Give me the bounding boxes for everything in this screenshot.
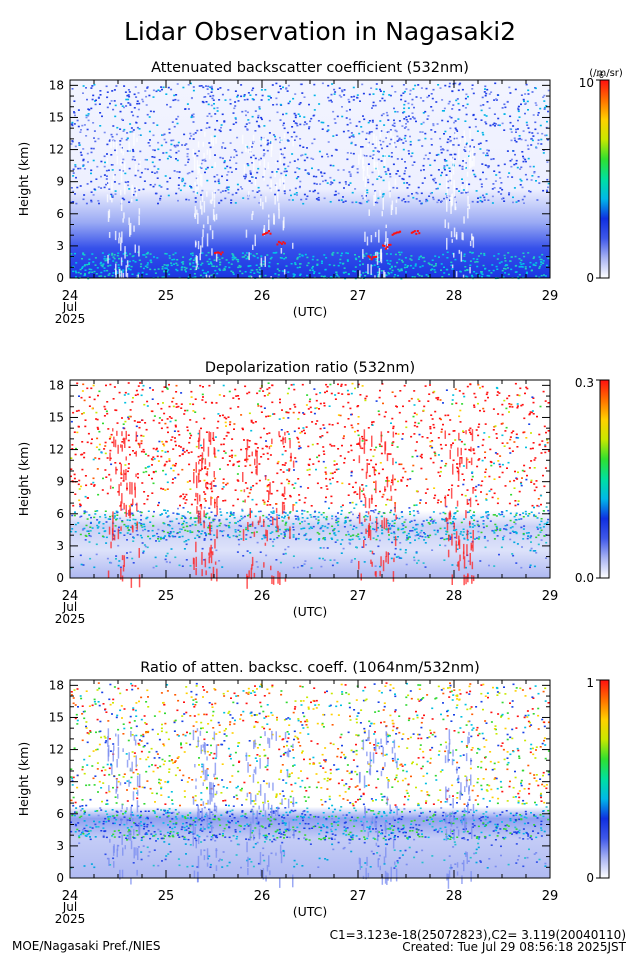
y-axis: 0 3 6 9 12 15 18 Height (km) xyxy=(16,378,550,585)
y-tick-label: 12 xyxy=(49,743,64,757)
colorbar-min-label: 0 xyxy=(586,271,594,285)
x-tick-label: 28 xyxy=(446,289,463,304)
x-tick-label: 24 xyxy=(62,589,79,604)
panel-title: Ratio of atten. backsc. coeff. (1064nm/5… xyxy=(140,660,480,676)
colorbar-strip xyxy=(599,79,610,279)
y-tick-label: 6 xyxy=(56,807,64,821)
colorbar: 10 xyxy=(586,676,610,885)
colorbar-strip xyxy=(599,679,610,879)
x-tick-label: 27 xyxy=(350,589,367,604)
colorbar: 10-6(/m/sr) 0 xyxy=(579,68,623,285)
x-tick-label: 24 xyxy=(62,289,79,304)
x-tick-label: 25 xyxy=(158,889,175,904)
colorbar-exponent: -6 xyxy=(596,71,604,80)
colorbar-min-label: 0.0 xyxy=(575,571,594,585)
x-axis-label: (UTC) xyxy=(293,304,328,319)
y-tick-label: 15 xyxy=(49,710,64,724)
y-axis: 0 3 6 9 12 15 18 Height (km) xyxy=(16,678,550,885)
panel-1: Attenuated backscatter coefficient (532n… xyxy=(16,60,623,326)
y-axis-label: Height (km) xyxy=(16,142,31,216)
colorbar-max-label: 10 xyxy=(579,76,594,90)
y-tick-label: 18 xyxy=(49,378,64,392)
panel-title: Attenuated backscatter coefficient (532n… xyxy=(151,60,469,76)
footer-calibration: C1=3.123e-18(25072823),C2= 3.119(2004011… xyxy=(330,928,626,942)
plot-area xyxy=(70,380,550,578)
y-tick-label: 15 xyxy=(49,410,64,424)
y-tick-label: 0 xyxy=(56,271,64,285)
footer-credit: MOE/Nagasaki Pref./NIES xyxy=(12,939,160,953)
colorbar-max-label: 0.3 xyxy=(575,376,594,390)
x-tick-label: 26 xyxy=(254,289,271,304)
x-tick-label: 27 xyxy=(350,289,367,304)
panel-title: Depolarization ratio (532nm) xyxy=(205,360,415,376)
panel-2: Depolarization ratio (532nm) 0 3 6 9 12 15 18 He… xyxy=(16,360,610,626)
x-tick-label: 25 xyxy=(158,589,175,604)
y-tick-label: 0 xyxy=(56,571,64,585)
x-tick-label: 29 xyxy=(542,889,559,904)
y-tick-label: 3 xyxy=(56,239,64,253)
y-tick-label: 3 xyxy=(56,839,64,853)
x-axis-label: (UTC) xyxy=(293,904,328,919)
x-year-label: 2025 xyxy=(55,912,86,926)
x-year-label: 2025 xyxy=(55,312,86,326)
y-tick-label: 6 xyxy=(56,507,64,521)
y-axis: 0 3 6 9 12 15 18 Height (km) xyxy=(16,78,550,285)
colorbar: 0.3 0.0 xyxy=(575,376,610,585)
figure-title: Lidar Observation in Nagasaki2 xyxy=(124,17,516,46)
signal-speckle xyxy=(70,382,550,589)
y-tick-label: 18 xyxy=(49,78,64,92)
y-tick-label: 9 xyxy=(56,175,64,189)
panel-3: Ratio of atten. backsc. coeff. (1064nm/5… xyxy=(16,660,610,926)
y-tick-label: 3 xyxy=(56,539,64,553)
colorbar-min-label: 0 xyxy=(586,871,594,885)
signal-speckle xyxy=(70,682,550,889)
y-tick-label: 0 xyxy=(56,871,64,885)
x-tick-label: 28 xyxy=(446,889,463,904)
y-tick-label: 12 xyxy=(49,143,64,157)
x-tick-label: 24 xyxy=(62,889,79,904)
x-tick-label: 29 xyxy=(542,589,559,604)
y-tick-label: 9 xyxy=(56,775,64,789)
y-tick-label: 15 xyxy=(49,110,64,124)
x-tick-label: 29 xyxy=(542,289,559,304)
colorbar-strip xyxy=(599,379,610,579)
plot-area xyxy=(70,80,550,278)
y-tick-label: 12 xyxy=(49,443,64,457)
x-tick-label: 26 xyxy=(254,889,271,904)
colorbar-max-label: 1 xyxy=(586,676,594,690)
y-tick-label: 6 xyxy=(56,207,64,221)
x-month-label: Jul xyxy=(62,300,77,314)
x-year-label: 2025 xyxy=(55,612,86,626)
y-tick-label: 18 xyxy=(49,678,64,692)
panels: Attenuated backscatter coefficient (532n… xyxy=(16,60,623,926)
x-tick-label: 28 xyxy=(446,589,463,604)
colorbar-unit: (/m/sr) xyxy=(589,68,623,79)
y-axis-label: Height (km) xyxy=(16,442,31,516)
y-tick-label: 9 xyxy=(56,475,64,489)
y-axis-label: Height (km) xyxy=(16,742,31,816)
x-axis-label: (UTC) xyxy=(293,604,328,619)
x-tick-label: 26 xyxy=(254,589,271,604)
x-month-label: Jul xyxy=(62,900,77,914)
footer-created: Created: Tue Jul 29 08:56:18 2025JST xyxy=(402,940,626,954)
x-month-label: Jul xyxy=(62,600,77,614)
x-tick-label: 27 xyxy=(350,889,367,904)
x-tick-label: 25 xyxy=(158,289,175,304)
